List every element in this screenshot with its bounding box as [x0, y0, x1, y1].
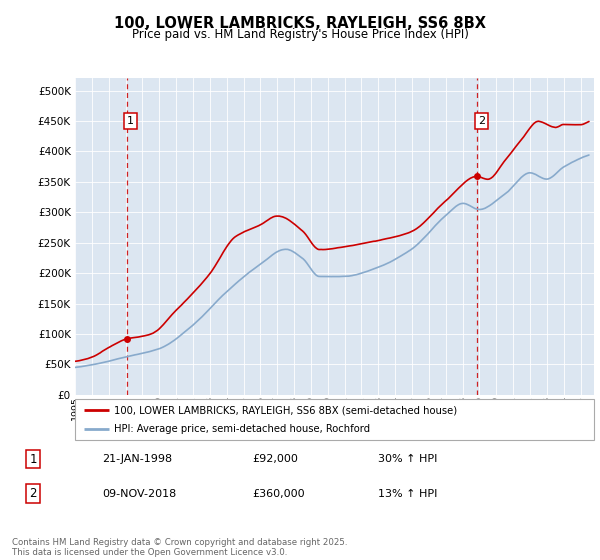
Text: 2: 2: [478, 116, 485, 126]
Text: 2: 2: [29, 487, 37, 500]
Text: 1: 1: [29, 452, 37, 465]
Text: Contains HM Land Registry data © Crown copyright and database right 2025.
This d: Contains HM Land Registry data © Crown c…: [12, 538, 347, 557]
Text: £92,000: £92,000: [252, 454, 298, 464]
Text: 100, LOWER LAMBRICKS, RAYLEIGH, SS6 8BX: 100, LOWER LAMBRICKS, RAYLEIGH, SS6 8BX: [114, 16, 486, 31]
Text: 1: 1: [127, 116, 134, 126]
Text: 09-NOV-2018: 09-NOV-2018: [102, 489, 176, 499]
FancyBboxPatch shape: [75, 399, 594, 440]
Text: 100, LOWER LAMBRICKS, RAYLEIGH, SS6 8BX (semi-detached house): 100, LOWER LAMBRICKS, RAYLEIGH, SS6 8BX …: [114, 405, 457, 415]
Text: Price paid vs. HM Land Registry's House Price Index (HPI): Price paid vs. HM Land Registry's House …: [131, 28, 469, 41]
Text: HPI: Average price, semi-detached house, Rochford: HPI: Average price, semi-detached house,…: [114, 424, 370, 433]
Text: 30% ↑ HPI: 30% ↑ HPI: [378, 454, 437, 464]
Text: 21-JAN-1998: 21-JAN-1998: [102, 454, 172, 464]
Text: £360,000: £360,000: [252, 489, 305, 499]
Text: 13% ↑ HPI: 13% ↑ HPI: [378, 489, 437, 499]
